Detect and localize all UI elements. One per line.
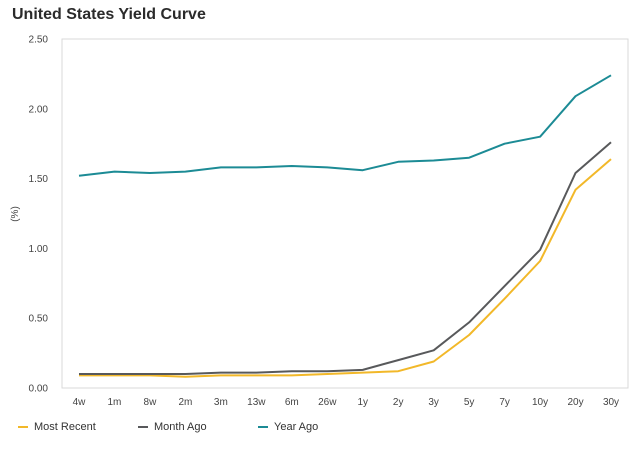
- x-tick-label: 30y: [603, 397, 619, 408]
- y-tick-label: 2.50: [29, 35, 49, 46]
- series-line-month-ago: [79, 141, 612, 375]
- x-tick-label: 4w: [73, 397, 87, 408]
- series-line-most-recent: [79, 158, 612, 378]
- x-tick-label: 8w: [144, 397, 158, 408]
- x-tick-label: 2y: [393, 397, 404, 408]
- legend-item-most-recent: Most Recent: [18, 421, 96, 433]
- x-tick-label: 5y: [464, 397, 475, 408]
- y-tick-label: 0.00: [29, 384, 49, 395]
- series-line-year-ago: [78, 74, 612, 177]
- y-tick-label: 1.50: [29, 174, 49, 185]
- y-tick-label: 1.00: [29, 244, 49, 255]
- legend-label-month-ago: Month Ago: [154, 421, 207, 433]
- legend-swatch-year-ago: [258, 426, 268, 428]
- x-tick-label: 1m: [108, 397, 122, 408]
- chart-title: United States Yield Curve: [12, 6, 206, 23]
- legend: Most Recent Month Ago Year Ago: [0, 421, 640, 441]
- y-tick-label: 0.50: [29, 314, 49, 325]
- y-tick-label: 2.00: [29, 104, 49, 115]
- x-tick-label: 26w: [318, 397, 337, 408]
- legend-swatch-most-recent: [18, 426, 28, 428]
- x-tick-label: 6m: [285, 397, 299, 408]
- legend-item-month-ago: Month Ago: [138, 421, 207, 433]
- x-tick-label: 13w: [247, 397, 266, 408]
- x-tick-label: 3y: [428, 397, 439, 408]
- x-tick-label: 7y: [499, 397, 510, 408]
- x-tick-label: 20y: [567, 397, 583, 408]
- x-tick-label: 3m: [214, 397, 228, 408]
- legend-label-year-ago: Year Ago: [274, 421, 319, 433]
- x-tick-label: 2m: [178, 397, 192, 408]
- x-tick-label: 1y: [357, 397, 368, 408]
- legend-item-year-ago: Year Ago: [258, 421, 318, 433]
- x-tick-label: 10y: [532, 397, 548, 408]
- legend-swatch-month-ago: [138, 426, 148, 428]
- y-axis-label: (%): [10, 206, 21, 222]
- plot-area: [61, 38, 629, 389]
- legend-label-most-recent: Most Recent: [34, 421, 96, 433]
